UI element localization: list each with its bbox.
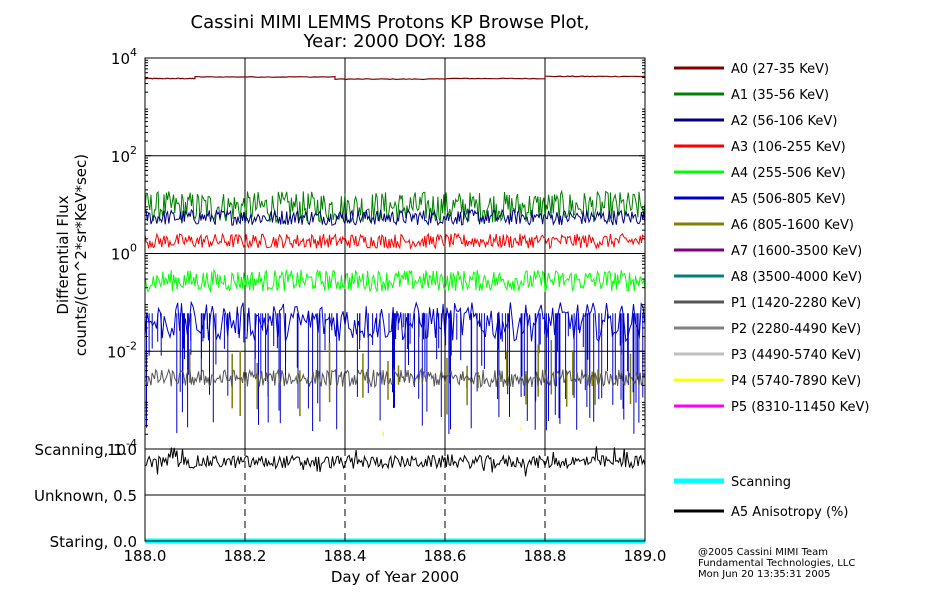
- series-a5-dropouts: [146, 313, 644, 434]
- legend-label: P2 (2280-4490 KeV): [731, 322, 861, 337]
- x-tick-label: 188.0: [124, 547, 167, 565]
- series-p1: [144, 367, 646, 389]
- legend-label: A4 (255-506 KeV): [731, 166, 846, 181]
- legend-label: Scanning: [731, 475, 791, 490]
- x-tick-label: 188.6: [424, 547, 467, 565]
- scanning-panel-grid: [144, 448, 646, 542]
- flux-axis-ticks: 104 102 100 10-2 10-4: [107, 46, 645, 459]
- legend-label: A5 Anisotropy (%): [731, 505, 848, 520]
- legend-label: A1 (35-56 KeV): [731, 88, 829, 103]
- x-tick-label: 188.2: [224, 547, 267, 565]
- scan-tick-label: Staring, 0.0: [50, 533, 137, 551]
- legend-label: A2 (56-106 KeV): [731, 114, 837, 129]
- legend-label: P3 (4490-5740 KeV): [731, 348, 861, 363]
- y-tick-label: 102: [111, 144, 137, 166]
- footer-organization: Fundamental Technologies, LLC: [698, 558, 855, 569]
- legend-label: A3 (106-255 KeV): [731, 140, 846, 155]
- series-a2: [144, 208, 646, 227]
- main-panel-series: [144, 75, 646, 437]
- scan-tick-label: Unknown, 0.5: [34, 487, 137, 505]
- scanning-panel-series: [144, 446, 646, 544]
- scanning-panel-frame: [144, 448, 646, 542]
- legend-label: A7 (1600-3500 KeV): [731, 244, 862, 259]
- x-axis-ticks: 188.0 188.2 188.4 188.6 188.8 189.0: [124, 535, 667, 565]
- scanning-axis-ticks: Scanning, 1.0 Unknown, 0.5 Staring, 0.0: [34, 441, 137, 551]
- series-a3: [144, 232, 645, 250]
- series-p4: [382, 427, 522, 437]
- footer-copyright: @2005 Cassini MIMI Team: [698, 547, 828, 558]
- x-tick-label: 188.4: [324, 547, 367, 565]
- x-tick-label: 189.0: [624, 547, 667, 565]
- y-tick-label: 104: [111, 46, 137, 68]
- y-tick-label: 10-2: [107, 339, 137, 361]
- footer-date: Mon Jun 20 13:35:31 2005: [698, 569, 831, 580]
- panel-frames: [144, 57, 646, 542]
- chart-subtitle: Year: 2000 DOY: 188: [303, 31, 487, 52]
- legend-label: P5 (8310-11450 KeV): [731, 400, 869, 415]
- legend-label: A0 (27-35 KeV): [731, 62, 829, 77]
- legend-label: P1 (1420-2280 KeV): [731, 296, 861, 311]
- y-axis-units-label: counts/(cm^2*sr*KeV*sec): [72, 154, 90, 356]
- legend-label: P4 (5740-7890 KeV): [731, 374, 861, 389]
- series-a4: [144, 268, 646, 294]
- x-axis-label: Day of Year 2000: [331, 568, 459, 586]
- chart-title: Cassini MIMI LEMMS Protons KP Browse Plo…: [191, 12, 590, 33]
- legend: A0 (27-35 KeV) A1 (35-56 KeV) A2 (56-106 K…: [674, 62, 869, 520]
- legend-label: A5 (506-805 KeV): [731, 192, 846, 207]
- legend-label: A6 (805-1600 KeV): [731, 218, 854, 233]
- scan-tick-label: Scanning, 1.0: [34, 441, 137, 459]
- series-a0: [144, 75, 646, 81]
- x-tick-label: 188.8: [524, 547, 567, 565]
- y-tick-label: 100: [111, 242, 137, 264]
- series-a5-anisotropy: [144, 446, 646, 477]
- y-tick-label: 10-4: [107, 437, 137, 459]
- y-axis-label: Differential Flux: [54, 195, 72, 314]
- series-a1: [144, 189, 646, 223]
- legend-label: A8 (3500-4000 KeV): [731, 270, 862, 285]
